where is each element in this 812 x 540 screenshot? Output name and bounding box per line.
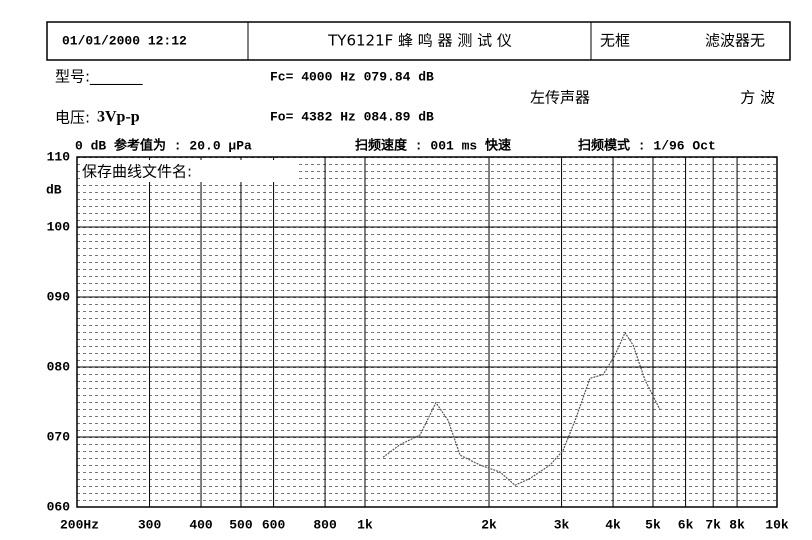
header-box [46,21,791,61]
x-tick-label: 600 [262,517,286,532]
x-tick-label: 1k [357,517,373,532]
x-tick-label: 400 [189,517,213,532]
model: 型号:_______ [55,68,143,87]
fc: Fc= 4000 Hz 079.84 dB [270,69,434,84]
x-tick-label: 4k [605,517,621,532]
datetime: 01/01/2000 12:12 [62,33,187,48]
wave: 方 波 [740,89,775,107]
x-tick-label: 200Hz [60,517,99,532]
y-axis-label: dB [46,182,62,197]
y-tick-label: 100 [47,219,71,234]
voltage-label: 电压: [55,109,90,127]
fo: Fo= 4382 Hz 084.89 dB [270,109,434,124]
y-tick-label: 080 [47,359,71,374]
x-tick-label: 300 [138,517,162,532]
x-tick-label: 8k [729,517,745,532]
frame: 无框 [600,32,630,50]
sweep-speed: 扫频速度 : 001 ms 快速 [355,137,511,153]
y-tick-label: 070 [47,429,71,444]
y-tick-label: 060 [47,499,71,514]
device-title: TY6121F 蜂 鸣 器 测 试 仪 [327,32,512,50]
plot [382,331,661,487]
voltage: 3Vp-p [97,109,140,126]
reference: 0 dB 参考值为 : 20.0 μPa [75,137,252,153]
x-tick-label: 7k [705,517,721,532]
x-tick-label: 6k [678,517,694,532]
y-tick-label: 110 [47,149,71,164]
x-tick-label: 3k [554,517,570,532]
minor-grid [77,157,777,507]
sweep-mode: 扫频模式 : 1/96 Oct [578,137,716,153]
filter: 滤波器无 [705,32,765,50]
plot-frame [76,156,778,508]
response-curve [382,331,661,487]
mic: 左传声器 [530,89,590,107]
save-box [80,160,298,182]
x-tick-label: 10k [765,517,789,532]
y-tick-label: 090 [47,289,71,304]
x-tick-label: 2k [481,517,497,532]
x-tick-label: 500 [229,517,253,532]
save-file: 保存曲线文件名: [82,163,192,181]
x-tick-label: 5k [645,517,661,532]
x-tick-label: 800 [313,517,337,532]
